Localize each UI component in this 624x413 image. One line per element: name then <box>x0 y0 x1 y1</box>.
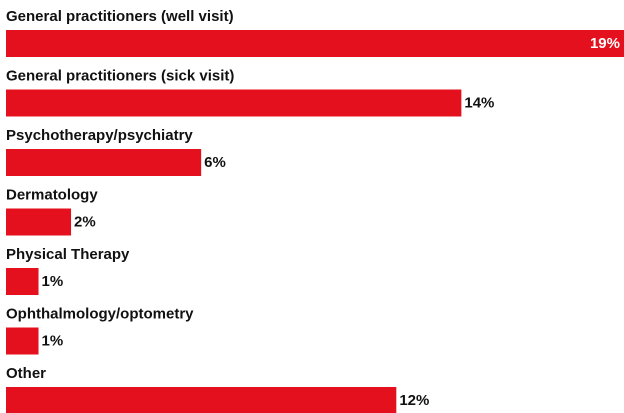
bar <box>6 387 397 413</box>
bar <box>6 89 462 117</box>
bar <box>6 30 624 57</box>
bar <box>6 327 39 355</box>
value-label: 19% <box>590 35 620 52</box>
value-label: 1% <box>42 332 64 349</box>
value-label: 12% <box>399 392 429 409</box>
value-label: 6% <box>204 154 226 171</box>
category-label: Other <box>6 365 46 382</box>
category-label: Ophthalmology/optometry <box>6 305 194 322</box>
category-label: General practitioners (sick visit) <box>6 67 234 84</box>
value-label: 2% <box>74 213 96 230</box>
value-label: 1% <box>42 273 64 290</box>
category-label: General practitioners (well visit) <box>6 8 234 25</box>
category-label: Psychotherapy/psychiatry <box>6 127 193 144</box>
category-label: Dermatology <box>6 186 98 203</box>
category-label: Physical Therapy <box>6 246 130 263</box>
bar <box>6 268 39 295</box>
bar <box>6 208 72 236</box>
value-label: 14% <box>464 94 494 111</box>
bar <box>6 149 202 176</box>
